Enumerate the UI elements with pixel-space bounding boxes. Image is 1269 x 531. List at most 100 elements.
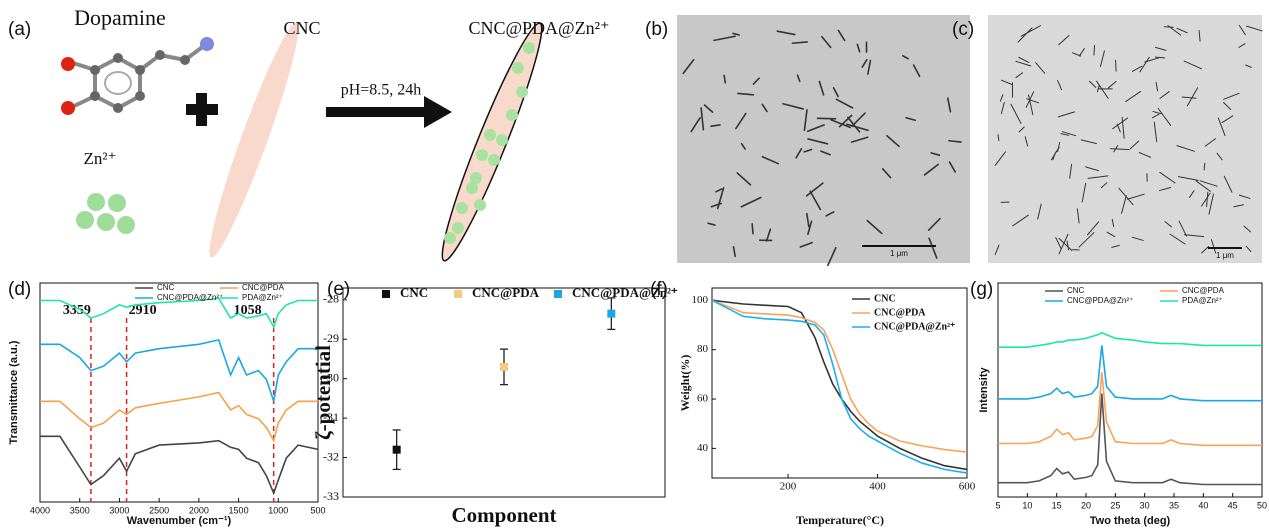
needle bbox=[1111, 218, 1115, 228]
x-tick-label: 45 bbox=[1228, 500, 1238, 510]
series-line bbox=[40, 435, 319, 496]
needle bbox=[1238, 194, 1251, 199]
needle bbox=[1093, 44, 1096, 56]
needle bbox=[1183, 234, 1205, 238]
needle bbox=[1217, 117, 1226, 137]
schematic-label: Dopamine bbox=[74, 5, 166, 30]
needle bbox=[1195, 180, 1211, 192]
needle bbox=[1238, 43, 1246, 48]
needle bbox=[1238, 24, 1246, 36]
needle bbox=[1086, 221, 1100, 236]
schematic-label: Zn²⁺ bbox=[84, 149, 117, 168]
needle bbox=[1078, 48, 1085, 57]
x-tick-label: 1000 bbox=[268, 505, 288, 515]
needle bbox=[1132, 65, 1143, 72]
y-tick-label: -31 bbox=[323, 410, 339, 424]
needle bbox=[1060, 133, 1070, 136]
needle bbox=[1223, 175, 1233, 193]
needle bbox=[805, 182, 824, 197]
y-tick-label: -28 bbox=[323, 292, 339, 306]
needle bbox=[835, 98, 854, 109]
needle bbox=[732, 32, 740, 36]
needle bbox=[1152, 110, 1162, 115]
needle bbox=[1198, 30, 1201, 42]
needle bbox=[1125, 90, 1142, 103]
schematic-label: CNC bbox=[283, 18, 320, 38]
y-tick-label: -30 bbox=[323, 370, 339, 384]
needle bbox=[1188, 190, 1195, 198]
plot-frame bbox=[342, 287, 666, 498]
needle bbox=[923, 163, 940, 176]
legend-label: CNC@PDA@Zn²⁺ bbox=[157, 293, 223, 302]
needle bbox=[1223, 92, 1240, 100]
panel-label: (a) bbox=[8, 19, 31, 40]
schematic-label: CNC@PDA@Zn²⁺ bbox=[468, 18, 609, 38]
legend-label: CNC bbox=[157, 283, 175, 292]
needle bbox=[1158, 187, 1172, 192]
legend-label: CNC bbox=[874, 293, 896, 304]
y-tick-label: 60 bbox=[697, 393, 709, 405]
legend-swatch bbox=[554, 290, 562, 298]
needle bbox=[723, 74, 727, 84]
y-tick-label: -33 bbox=[323, 489, 339, 503]
needle bbox=[999, 94, 1004, 102]
plus-sign bbox=[186, 93, 218, 126]
needle bbox=[1111, 244, 1120, 248]
needle bbox=[1000, 79, 1013, 85]
legend-label: PDA@Zn²⁺ bbox=[242, 293, 283, 302]
needle bbox=[1204, 138, 1217, 147]
x-axis-label: Two theta (deg) bbox=[1090, 515, 1171, 527]
legend-label: CNC@PDA@Zn²⁺ bbox=[572, 285, 678, 300]
x-tick-label: 25 bbox=[1110, 500, 1120, 510]
legend-label: CNC@PDA@Zn²⁺ bbox=[874, 321, 955, 332]
y-axis-label: ζ-potential bbox=[311, 345, 335, 440]
needle bbox=[796, 74, 801, 83]
arrow bbox=[326, 96, 452, 128]
needle bbox=[716, 187, 725, 210]
needle bbox=[994, 244, 1000, 255]
needle bbox=[761, 103, 768, 113]
dopamine-molecule bbox=[61, 37, 214, 115]
needle bbox=[1203, 162, 1206, 171]
x-tick-label: 500 bbox=[310, 505, 325, 515]
needle bbox=[930, 152, 941, 156]
y-axis-label: Weight(%) bbox=[678, 355, 692, 412]
needle bbox=[1178, 220, 1187, 237]
needle bbox=[735, 112, 747, 130]
needle bbox=[902, 54, 909, 60]
needle bbox=[1096, 85, 1100, 93]
point bbox=[392, 445, 401, 454]
needle bbox=[827, 246, 837, 267]
y-tick-label: 100 bbox=[692, 294, 709, 306]
micrograph-texture bbox=[682, 24, 1263, 267]
needle bbox=[946, 97, 952, 113]
needle bbox=[752, 77, 760, 85]
needle bbox=[806, 212, 810, 228]
needle bbox=[832, 86, 839, 98]
series-line bbox=[998, 332, 1262, 348]
needle bbox=[1018, 56, 1030, 63]
product-rod bbox=[441, 22, 543, 262]
micrograph bbox=[988, 15, 1262, 263]
series-line bbox=[711, 299, 968, 474]
needle bbox=[1154, 56, 1166, 59]
panel-label: (g) bbox=[970, 279, 993, 300]
needle bbox=[736, 172, 752, 186]
needle bbox=[1118, 187, 1134, 206]
needle bbox=[1159, 91, 1170, 99]
needle bbox=[1139, 56, 1150, 73]
needle bbox=[948, 161, 957, 173]
needle bbox=[1216, 152, 1223, 161]
needle bbox=[1020, 25, 1041, 37]
plot-frame bbox=[39, 282, 319, 503]
schematic: (a) Dopamine Zn²⁺ CNC CNC@PDA@Zn²⁺ pH=8.… bbox=[8, 5, 610, 262]
needle bbox=[1110, 148, 1130, 151]
needle bbox=[856, 43, 861, 53]
needle bbox=[881, 168, 892, 179]
y-tick-label: 80 bbox=[697, 343, 709, 355]
needle bbox=[1129, 140, 1140, 150]
legend-swatch bbox=[382, 290, 390, 298]
needle bbox=[1081, 182, 1087, 203]
needle bbox=[820, 150, 831, 156]
